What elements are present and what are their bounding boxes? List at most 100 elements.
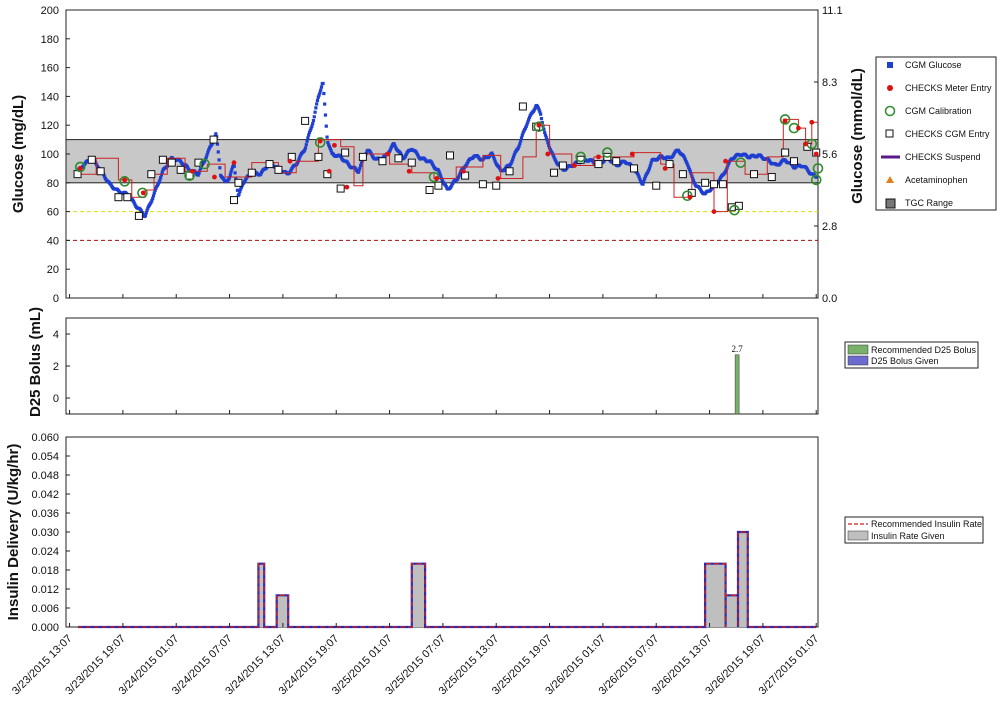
- meter-entry-point: [687, 194, 693, 200]
- cgm-point: [259, 172, 263, 176]
- checks-cgm-entry-point: [767, 173, 776, 182]
- legend-entry: CHECKS Meter Entry: [905, 83, 992, 93]
- checks-cgm-entry-point: [425, 186, 434, 194]
- cgm-point: [450, 183, 454, 187]
- cgm-point: [724, 168, 728, 172]
- checks-cgm-entry-point: [394, 154, 403, 163]
- cgm-point: [638, 177, 642, 181]
- cgm-point: [648, 164, 652, 168]
- checks-cgm-entry-point: [550, 168, 558, 177]
- cgm-point: [814, 175, 818, 179]
- legend-entry: TGC Range: [905, 198, 953, 208]
- cgm-point: [310, 124, 314, 128]
- cgm-point: [511, 157, 515, 162]
- y-tick-label: 40: [47, 235, 59, 247]
- checks-cgm-entry-series: [73, 102, 821, 220]
- cgm-point: [357, 169, 361, 173]
- cgm-point: [687, 167, 692, 171]
- insulin-y-tick-label: 0.000: [31, 622, 59, 634]
- meter-entry-point: [122, 177, 128, 183]
- insulin-given-area: [738, 532, 748, 627]
- cgm-point: [369, 151, 373, 155]
- cgm-point: [539, 117, 544, 121]
- cgm-point: [691, 176, 695, 180]
- cgm-point: [206, 150, 210, 154]
- checks-cgm-entry-point: [781, 148, 790, 157]
- right-y-tick-label: 5.6: [822, 149, 837, 161]
- cgm-point: [643, 177, 647, 181]
- cgm-point: [307, 130, 312, 135]
- cgm-point: [308, 128, 312, 133]
- cgm-point: [319, 85, 324, 89]
- insulin-given-legend-symbol: [847, 530, 869, 541]
- checks-cgm-entry-point: [378, 157, 387, 166]
- meter-entry-point: [406, 168, 412, 174]
- y-tick-label: 20: [47, 264, 59, 276]
- cgm-point: [143, 213, 148, 218]
- checks-cgm-entry-point: [630, 164, 638, 173]
- cgm-point: [544, 135, 548, 139]
- cgm-point: [723, 170, 728, 174]
- insulin-y-tick-label: 0.024: [31, 546, 59, 558]
- cgm-point: [158, 178, 162, 182]
- cgm-point: [319, 88, 323, 92]
- checks-cgm-entry-point: [194, 158, 203, 167]
- checks-cgm-entry-point: [230, 196, 238, 205]
- cgm-point: [315, 102, 319, 106]
- cgm-point: [312, 115, 316, 119]
- cgm-glucose-legend-symbol: [887, 62, 893, 68]
- cgm-calibration-series: [74, 114, 824, 216]
- y-tick-label: 160: [41, 63, 59, 75]
- cgm-point: [415, 152, 420, 157]
- cgm-point: [543, 133, 548, 137]
- checks-cgm-entry-point: [701, 178, 710, 187]
- checks-cgm-entry-point: [518, 102, 527, 111]
- insulin-given-area: [725, 595, 738, 627]
- d25-axis-title: D25 Bolus (mL): [27, 307, 44, 417]
- meter-entry-point: [629, 151, 635, 157]
- cgm-point: [146, 206, 150, 210]
- cgm-point: [303, 146, 308, 150]
- right-y-tick-label: 11.1: [822, 5, 843, 17]
- cgm-point: [689, 171, 693, 176]
- cgm-calibration-point: [199, 158, 210, 170]
- cgm-point: [458, 172, 462, 176]
- cgm-point: [325, 135, 329, 139]
- cgm-point: [227, 176, 232, 180]
- cgm-point: [387, 149, 392, 154]
- cgm-point: [456, 176, 460, 180]
- d25-bolus-data-label: 2.7: [731, 344, 743, 354]
- cgm-point: [316, 95, 320, 99]
- cgm-point: [492, 157, 496, 161]
- cgm-point: [218, 166, 222, 170]
- cgm-point: [393, 144, 397, 148]
- y-tick-label: 0: [53, 293, 59, 305]
- cgm-point: [103, 175, 107, 179]
- legend-entry: CHECKS CGM Entry: [905, 129, 990, 139]
- cgm-point: [493, 159, 497, 163]
- cgm-point: [465, 162, 469, 166]
- meter-entry-point: [803, 141, 808, 147]
- insulin-given-area: [276, 595, 289, 627]
- cgm-point: [150, 199, 154, 203]
- acetaminophen-legend-symbol: [886, 176, 894, 183]
- cgm-point: [498, 166, 502, 171]
- cgm-point: [546, 140, 550, 145]
- cgm-point: [538, 110, 542, 114]
- cgm-point: [317, 93, 321, 97]
- glucose-right-axis-title: Glucose (mmol/dL): [849, 68, 866, 204]
- checks-cgm-entry-point: [505, 167, 514, 176]
- insulin-y-tick-label: 0.006: [31, 603, 59, 615]
- meter-entry-point: [809, 119, 815, 125]
- cgm-point: [228, 173, 232, 177]
- insulin-y-tick-label: 0.012: [31, 584, 59, 596]
- cgm-point: [440, 178, 444, 183]
- checks-cgm-entry-point: [612, 157, 621, 166]
- legend-entry: Insulin Rate Given: [871, 531, 945, 541]
- cgm-point: [313, 110, 317, 114]
- insulin-legend: Recommended Insulin Rate Insulin Rate Gi…: [844, 516, 984, 544]
- y-tick-label: 80: [47, 178, 59, 190]
- cgm-point: [637, 175, 641, 179]
- cgm-calibration-point: [74, 161, 86, 173]
